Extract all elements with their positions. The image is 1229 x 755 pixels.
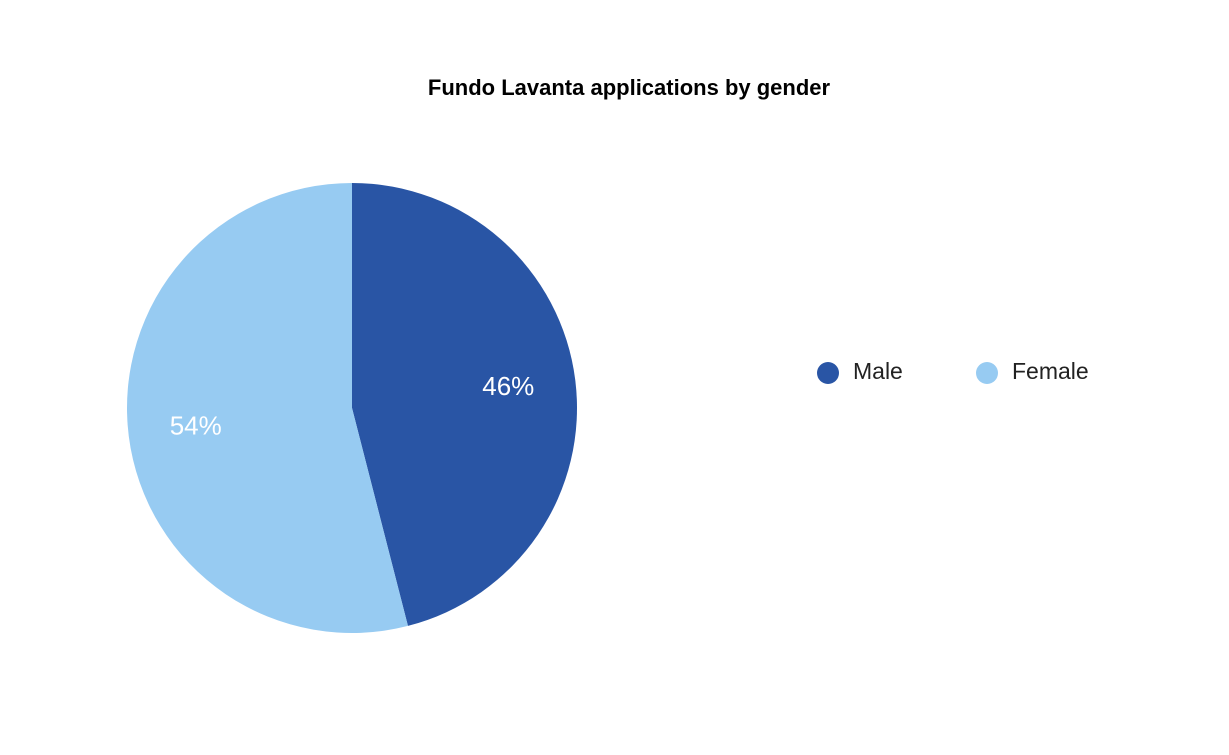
legend-swatch xyxy=(976,362,998,384)
pie-slice xyxy=(352,183,578,626)
chart-title: Fundo Lavanta applications by gender xyxy=(428,75,831,100)
legend-label: Female xyxy=(1012,358,1089,384)
legend-swatch xyxy=(817,362,839,384)
pie-slice xyxy=(127,183,408,633)
legend-label: Male xyxy=(853,358,903,384)
data-label: 46% xyxy=(482,371,534,401)
data-label: 54% xyxy=(170,411,222,441)
